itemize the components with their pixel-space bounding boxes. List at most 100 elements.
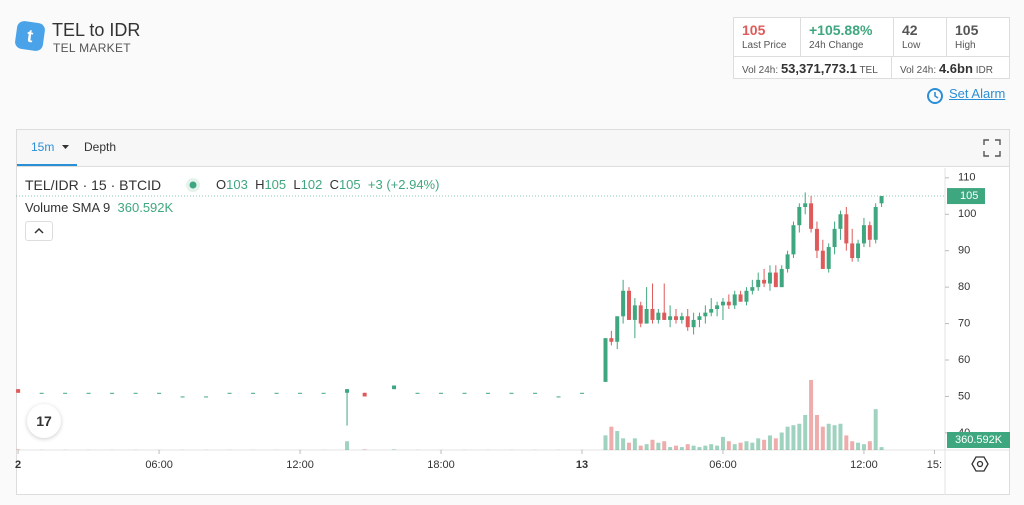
volume-bar	[668, 447, 673, 450]
candle-body	[603, 338, 608, 382]
candle-body	[650, 309, 655, 320]
x-tick-label: 06:00	[145, 459, 173, 471]
volume-bar	[362, 449, 367, 450]
candle-body	[867, 225, 872, 240]
stats-box: 105 Last Price +105.88% 24h Change 42 Low 1…	[733, 17, 1010, 79]
candle-body	[632, 305, 637, 320]
candle-body	[321, 392, 326, 394]
x-tick-label: 06:00	[709, 459, 737, 471]
candle-body	[668, 316, 673, 320]
candle-body	[797, 206, 802, 226]
volume-bar	[844, 435, 849, 450]
volume-bar	[762, 439, 767, 450]
ohlc: O103 H105 L102 C105 +3 (+2.94%)	[216, 177, 439, 192]
volume-bar	[709, 444, 714, 450]
candle-body	[533, 392, 538, 394]
x-tick-label: 15:	[927, 459, 942, 471]
settings-icon[interactable]	[971, 456, 989, 472]
stat-value: 42	[902, 22, 918, 38]
candle-body	[803, 203, 808, 207]
alarm-icon[interactable]	[926, 85, 944, 105]
candle-body	[16, 389, 21, 393]
x-tick-label: 12:00	[850, 459, 878, 471]
candle-body	[879, 196, 884, 204]
tab[interactable]: Depth	[84, 140, 117, 154]
candle-body	[644, 309, 649, 324]
stat-last: 105 Last Price	[734, 18, 801, 56]
volume-bar	[867, 441, 872, 450]
candle-body	[579, 392, 584, 394]
sma-value: 360.592K	[117, 200, 174, 215]
candle-body	[609, 338, 614, 342]
y-tick-label: 80	[958, 281, 970, 293]
candle-body	[762, 279, 767, 284]
y-tick-label: 90	[958, 245, 970, 257]
candle-body	[656, 312, 661, 320]
x-tick-label: 2	[15, 459, 21, 471]
sma-tag-label: 360.592K	[955, 434, 1003, 446]
vol-label: Vol 24h:	[900, 65, 937, 76]
y-tick-label: 70	[958, 317, 970, 329]
tab-underline	[17, 164, 77, 166]
candle-body	[86, 392, 91, 394]
title: TEL to IDR	[52, 20, 141, 40]
chart-card	[16, 129, 1010, 495]
x-tick-label: 13	[576, 459, 588, 471]
vol-unit: IDR	[975, 65, 993, 76]
ohlc-label: L	[293, 177, 301, 192]
candle-body	[873, 206, 878, 240]
candle-body	[744, 290, 749, 302]
volume-bar	[826, 423, 831, 450]
y-tick-label: 50	[958, 390, 970, 402]
stat-value: 105	[742, 22, 766, 38]
ohlc-value: 102	[300, 177, 323, 192]
collapse-button[interactable]	[25, 221, 53, 241]
candle-body	[791, 225, 796, 255]
set-alarm[interactable]: Set Alarm	[949, 86, 1006, 101]
volume-bar	[773, 438, 778, 450]
status-dot	[186, 178, 200, 192]
stat-value: 105	[955, 22, 979, 38]
tab[interactable]: 15m	[31, 140, 55, 154]
volume-bar	[673, 445, 678, 450]
volume-bar	[820, 426, 825, 450]
candle-body	[709, 309, 714, 313]
volume-bar	[767, 435, 772, 450]
volume-bar	[873, 409, 878, 450]
candle-body	[615, 316, 620, 342]
candle-body	[844, 214, 849, 244]
candle-body	[180, 396, 185, 398]
tv-logo[interactable]: 17	[27, 404, 61, 438]
candle-body	[861, 225, 866, 244]
candle-body	[638, 305, 643, 324]
volume-bar	[703, 445, 708, 450]
candle-body	[767, 272, 772, 284]
stat-value: +105.88%	[809, 22, 873, 38]
x-tick-label: 12:00	[286, 459, 314, 471]
stat-change: +105.88% 24h Change	[801, 18, 894, 56]
volume-bar	[615, 431, 620, 450]
sma-legend: Volume SMA 9 360.592K	[25, 200, 173, 215]
candle-body	[439, 392, 444, 394]
stat-low: 42 Low	[894, 18, 947, 56]
volume-bar	[662, 441, 667, 450]
ohlc-label: C	[329, 177, 339, 192]
vol-unit: TEL	[859, 65, 878, 76]
volume-bar	[732, 444, 737, 450]
stat-label: Last Price	[742, 40, 787, 51]
tab-bar	[16, 129, 1010, 167]
volume-bar	[720, 436, 725, 450]
collapse-icon	[34, 227, 44, 234]
volume-bar	[738, 442, 743, 450]
y-tick-label: 60	[958, 354, 970, 366]
candle-body	[679, 316, 684, 320]
x-tick-label: 18:00	[427, 459, 455, 471]
fullscreen-icon[interactable]	[983, 139, 1001, 157]
vol-value: 53,371,773.1	[780, 61, 857, 76]
price-tag	[947, 188, 985, 205]
vol-label: Vol 24h:	[742, 65, 779, 76]
candle-body	[750, 287, 755, 291]
dropdown-arrow[interactable]	[61, 143, 71, 151]
stat-label: 24h Change	[809, 40, 864, 51]
